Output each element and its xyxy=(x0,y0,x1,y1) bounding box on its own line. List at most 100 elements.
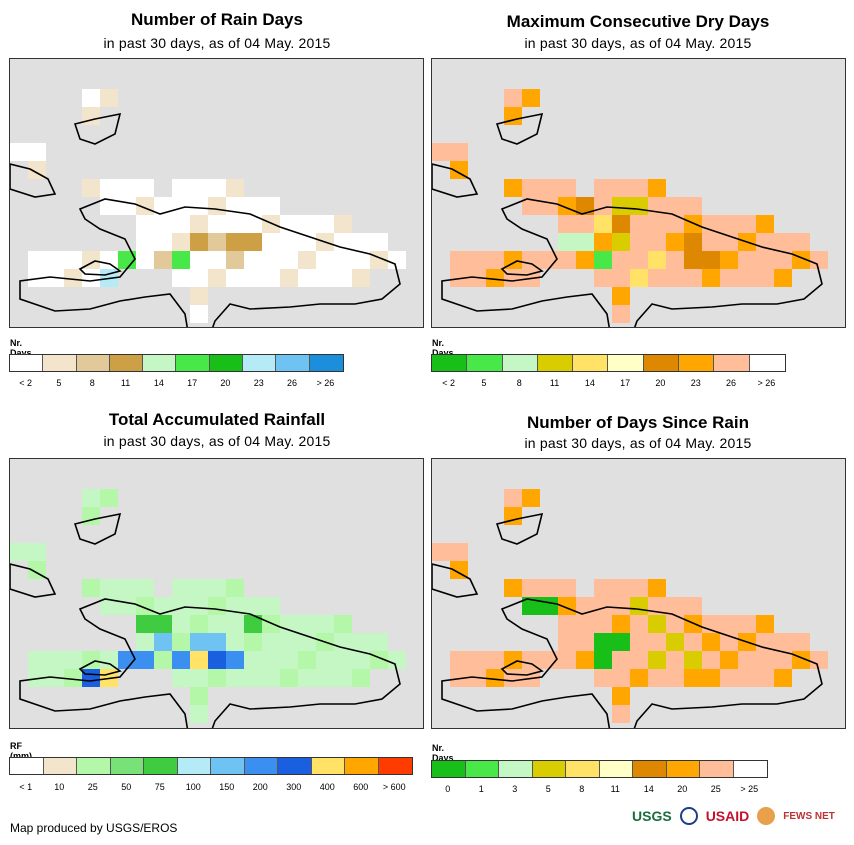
legend-swatch xyxy=(467,355,503,371)
legend-swatch xyxy=(211,758,245,774)
grid-cell xyxy=(28,543,46,561)
grid-cell xyxy=(226,615,244,633)
panel-title: Number of Days Since Rain xyxy=(526,413,749,432)
grid-cell xyxy=(432,143,450,161)
grid-cell xyxy=(594,651,612,669)
usaid-seal-icon xyxy=(679,807,698,825)
legend-swatches xyxy=(9,354,344,372)
legend-swatch xyxy=(465,761,499,777)
grid-cell xyxy=(774,633,792,651)
grid-cell xyxy=(504,179,522,197)
grid-cell xyxy=(738,269,756,287)
grid-cell xyxy=(666,615,684,633)
grid-cell xyxy=(684,269,702,287)
panel-title: Number of Rain Days xyxy=(131,10,303,29)
grid-cell xyxy=(262,669,280,687)
grid-cell xyxy=(100,579,118,597)
grid-cell xyxy=(486,651,504,669)
grid-cell xyxy=(684,669,702,687)
grid-cell xyxy=(702,651,720,669)
grid-cell xyxy=(594,615,612,633)
grid-cell xyxy=(666,269,684,287)
grid-cell xyxy=(154,615,172,633)
grid-cell xyxy=(522,89,540,107)
grid-cell xyxy=(612,579,630,597)
grid-cell xyxy=(594,251,612,269)
grid-cell xyxy=(100,251,118,269)
grid-cell xyxy=(118,579,136,597)
grid-cell xyxy=(630,215,648,233)
cuba-outline xyxy=(10,163,57,198)
grid-cell xyxy=(64,651,82,669)
legend-swatch xyxy=(733,761,767,777)
grid-cell xyxy=(226,651,244,669)
hispaniola-outline xyxy=(19,198,401,327)
grid-cell xyxy=(316,651,334,669)
grid-cell xyxy=(738,251,756,269)
panel-subtitle: in past 30 days, as of 04 May. 2015 xyxy=(103,35,331,51)
legend-swatch xyxy=(144,758,178,774)
grid-cell xyxy=(226,215,244,233)
grid-cell xyxy=(118,597,136,615)
grid-cell xyxy=(136,615,154,633)
legend-label: < 2 xyxy=(19,378,33,388)
grid-cell xyxy=(504,579,522,597)
grid-cell xyxy=(612,269,630,287)
grid-cell xyxy=(774,669,792,687)
grid-cell xyxy=(684,615,702,633)
grid-cell xyxy=(100,597,118,615)
grid-cell xyxy=(612,615,630,633)
legend-swatch xyxy=(643,355,680,371)
map-max-dry-days xyxy=(431,58,846,328)
grid-cell xyxy=(136,579,154,597)
legend-title: Nr. Days xyxy=(432,338,454,358)
grid-cell xyxy=(352,251,370,269)
grid-cell xyxy=(154,251,172,269)
grid-cell xyxy=(208,669,226,687)
legend-label: 26 xyxy=(726,378,737,388)
grid-cell xyxy=(684,597,702,615)
grid-cell xyxy=(352,651,370,669)
grid-cell xyxy=(10,143,28,161)
legend-swatch xyxy=(432,355,468,371)
grid-cell xyxy=(118,651,136,669)
grid-cell xyxy=(388,651,406,669)
grid-cell xyxy=(208,579,226,597)
grid-cell xyxy=(594,179,612,197)
grid-cell xyxy=(244,669,262,687)
grid-cell xyxy=(576,197,594,215)
legend-label: 11 xyxy=(549,378,560,388)
map-rain-days xyxy=(9,58,424,328)
grid-cell xyxy=(738,651,756,669)
grid-cell xyxy=(738,615,756,633)
legend-label: 14 xyxy=(643,784,654,794)
grid-cell xyxy=(468,251,486,269)
grid-cell xyxy=(648,179,666,197)
grid-cell xyxy=(244,197,262,215)
grid-cell xyxy=(226,669,244,687)
legend-swatch xyxy=(276,355,310,371)
grid-cell xyxy=(172,215,190,233)
grid-cell xyxy=(334,215,352,233)
grid-cell xyxy=(190,687,208,705)
grid-cell xyxy=(10,543,28,561)
panel-subtitle: in past 30 days, as of 04 May. 2015 xyxy=(524,35,752,51)
grid-cell xyxy=(262,215,280,233)
legend-swatch xyxy=(177,758,211,774)
grid-cell xyxy=(82,269,100,287)
legend-title: RF (mm) xyxy=(10,741,32,761)
legend-label: 5 xyxy=(545,784,551,794)
grid-cell xyxy=(280,651,298,669)
grid-cell xyxy=(172,633,190,651)
grid-cell xyxy=(334,651,352,669)
map-total-rainfall xyxy=(9,458,424,729)
grid-cell xyxy=(244,633,262,651)
grid-cell xyxy=(504,651,522,669)
grid-cell xyxy=(756,251,774,269)
panel-subtitle: in past 30 days, as of 04 May. 2015 xyxy=(524,435,752,451)
grid-cell xyxy=(208,269,226,287)
grid-cell xyxy=(612,633,630,651)
grid-cell xyxy=(208,633,226,651)
grid-cell xyxy=(208,179,226,197)
grid-cell xyxy=(612,705,630,723)
